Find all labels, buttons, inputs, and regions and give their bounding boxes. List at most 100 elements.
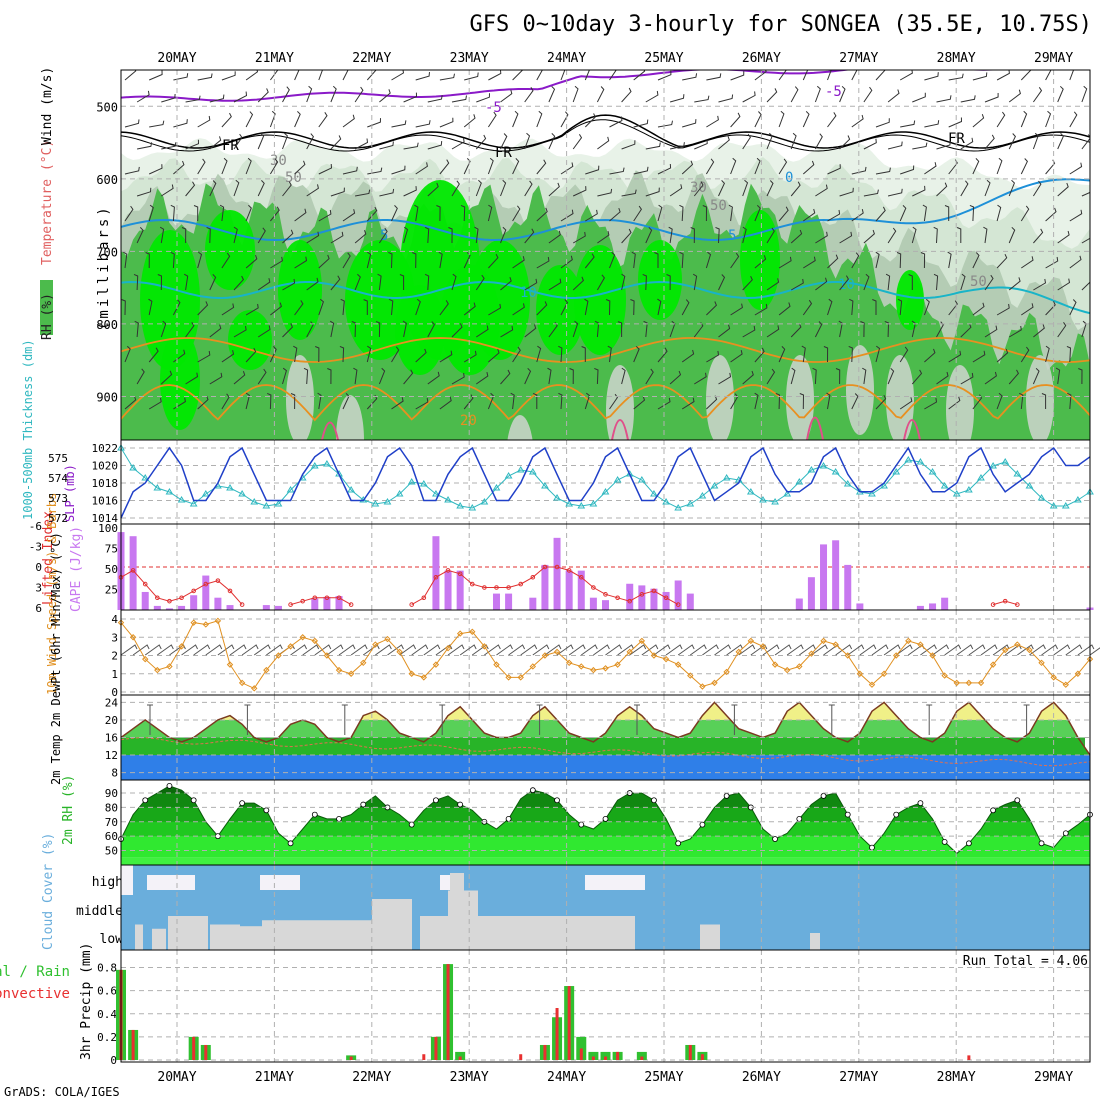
wind-barb xyxy=(233,226,238,244)
wind-barb xyxy=(512,256,525,269)
wind-barb xyxy=(342,209,356,222)
wind-barb xyxy=(839,275,850,291)
wind-barb xyxy=(754,303,768,316)
rh-core xyxy=(536,265,584,355)
wind-barb xyxy=(923,298,930,316)
wind-barb xyxy=(718,136,730,150)
rh2m-point xyxy=(723,793,730,799)
wind-speed-point xyxy=(190,619,197,626)
li-point xyxy=(615,595,620,601)
wind-barb xyxy=(137,142,153,150)
wind-barb xyxy=(145,252,150,269)
wind-barb xyxy=(378,367,386,385)
temp-contour-20 xyxy=(121,384,1090,422)
wind-barb xyxy=(160,370,173,385)
wind-barb xyxy=(899,397,913,410)
wind-barb xyxy=(221,393,230,410)
wind-speed-point xyxy=(1002,646,1009,654)
wind-barb xyxy=(875,70,886,81)
wind-barb xyxy=(123,251,128,269)
pressure-tick-label: 500 xyxy=(96,100,118,114)
wind-10m-barb xyxy=(1029,644,1046,656)
wind-barb xyxy=(839,231,853,244)
wind-barb xyxy=(427,371,440,385)
wind-barb xyxy=(936,321,944,338)
wind-barb xyxy=(306,85,313,103)
li-point xyxy=(578,574,584,580)
wind-barb xyxy=(303,367,309,385)
wind-barb xyxy=(548,133,556,150)
wind-barb xyxy=(754,392,759,410)
wind-barb xyxy=(706,350,720,363)
cloud-low-block xyxy=(372,899,412,950)
date-label-top: 24MAY xyxy=(547,51,586,66)
cape-bar xyxy=(807,577,815,610)
wind-barb xyxy=(1021,303,1034,316)
cloud-high-gap-start xyxy=(121,865,133,895)
cape-bar xyxy=(662,591,670,610)
wind-barb xyxy=(669,142,685,150)
wind-speed-point xyxy=(384,635,391,643)
wind-barb xyxy=(718,180,725,197)
wind-barb xyxy=(233,133,243,150)
contour-label: 30 xyxy=(270,153,287,169)
wind-barb xyxy=(245,204,252,222)
wind-barb xyxy=(1057,322,1067,338)
li-point xyxy=(554,564,560,570)
contour-label: 5 xyxy=(728,228,736,244)
wind-speed-point xyxy=(844,652,851,659)
date-label-top: 21MAY xyxy=(255,51,294,66)
wind-barb xyxy=(476,325,489,338)
wind-barb xyxy=(802,299,813,316)
wind-barb xyxy=(330,85,337,103)
wind-barb xyxy=(327,368,332,385)
thickness-point xyxy=(577,502,586,509)
wind-speed-point xyxy=(820,637,827,645)
wind-barb xyxy=(778,302,791,316)
thickness-point xyxy=(250,498,259,505)
wind-speed-point xyxy=(880,670,888,677)
wind-barb xyxy=(306,277,319,291)
cape-bar xyxy=(274,605,282,610)
wind-barb xyxy=(245,70,259,81)
wind-tick-label: 4 xyxy=(111,613,118,626)
wind-barb xyxy=(669,184,683,197)
wind-barb xyxy=(403,226,409,244)
wind-barb xyxy=(197,350,211,363)
footer-credit: GrADS: COLA/IGES xyxy=(4,1085,120,1099)
wind-10m-barb xyxy=(847,644,865,656)
wind-barb xyxy=(1008,179,1015,197)
cape-bar xyxy=(202,575,210,610)
thickness-point xyxy=(528,468,537,475)
wind-10m-barb xyxy=(811,644,828,656)
thickness-point xyxy=(880,482,888,489)
wind-barb xyxy=(136,227,144,244)
slp-tick-label: 1014 xyxy=(92,512,119,525)
wind-10m-barb xyxy=(1089,647,1100,656)
wind-barb xyxy=(887,141,903,150)
wind-barb xyxy=(887,227,897,244)
date-label-bottom: 20MAY xyxy=(157,1070,196,1085)
wind-barb xyxy=(463,114,476,128)
contour-label: 10 xyxy=(520,285,537,301)
wind-barb xyxy=(500,277,512,291)
wind-10m-barb xyxy=(350,644,368,656)
wind-barb xyxy=(487,157,494,175)
wind-barb xyxy=(391,120,407,128)
wind-barb xyxy=(911,320,916,338)
wind-barb xyxy=(282,367,287,385)
wind-barb xyxy=(947,251,952,269)
wind-barb xyxy=(524,87,534,103)
wind-10m-barb xyxy=(144,644,162,656)
wind-barb xyxy=(342,166,358,175)
wind-barb xyxy=(617,321,623,337)
thickness-point xyxy=(419,480,428,487)
wind-barb xyxy=(558,345,563,363)
li-point xyxy=(288,602,293,607)
thickness-point xyxy=(831,468,840,475)
wind-speed-point xyxy=(832,641,839,648)
wind-10m-barb xyxy=(968,644,986,656)
wind-barb xyxy=(1078,368,1083,385)
thickness-point xyxy=(1049,502,1058,509)
